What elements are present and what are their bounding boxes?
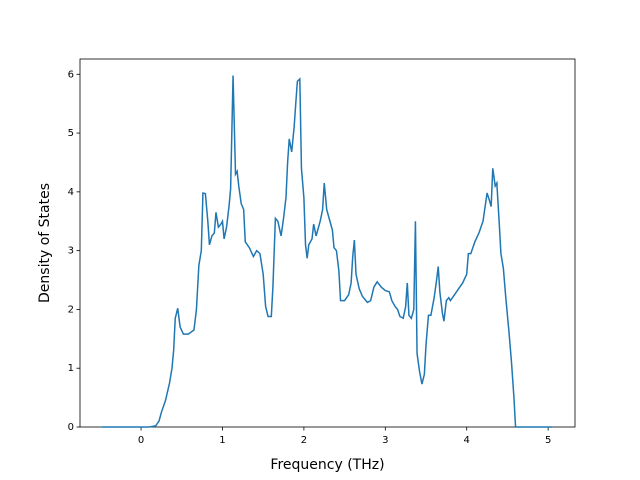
y-tick-label: 0	[68, 422, 74, 433]
y-tick-label: 6	[68, 69, 74, 80]
plot-frame	[79, 58, 576, 428]
y-tick-label: 1	[68, 363, 74, 374]
y-tick-label: 4	[68, 187, 74, 198]
x-tick-label: 1	[219, 435, 225, 446]
x-tick-label: 4	[464, 435, 470, 446]
x-tick-label: 2	[301, 435, 307, 446]
line-series	[101, 75, 553, 428]
y-tick-label: 5	[68, 128, 74, 139]
x-tick-label: 3	[382, 435, 388, 446]
x-tick-label: 0	[138, 435, 144, 446]
y-tick-label: 3	[68, 246, 74, 257]
y-tick-label: 2	[68, 304, 74, 315]
x-axis-label: Frequency (THz)	[270, 457, 384, 473]
x-tick-label: 5	[545, 435, 551, 446]
y-axis-label: Density of States	[37, 183, 53, 303]
